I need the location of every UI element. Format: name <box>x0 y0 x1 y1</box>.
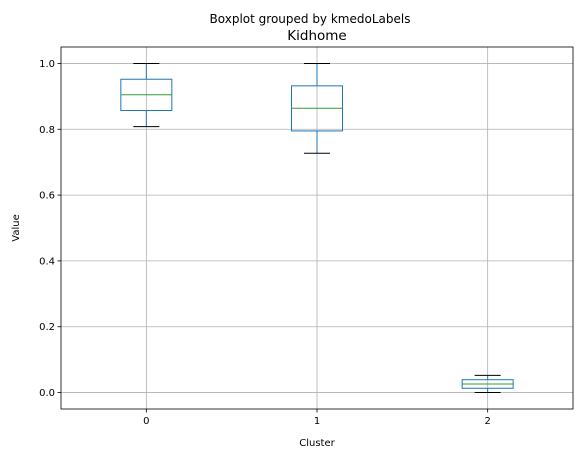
tick-layer: 0.0 0.2 0.4 0.6 0.8 1.0 0 1 2 <box>39 59 491 427</box>
y-axis-label: Value <box>11 214 22 241</box>
x-tick-label-2: 2 <box>484 416 490 427</box>
chart-title: Kidhome <box>287 28 346 44</box>
y-tick-label-1: 0.2 <box>39 322 55 333</box>
y-tick-label-4: 0.8 <box>39 125 55 136</box>
box-layer <box>120 62 514 394</box>
y-tick-label-2: 0.4 <box>39 256 55 267</box>
y-tick-label-3: 0.6 <box>39 191 55 202</box>
x-axis-label: Cluster <box>299 438 335 449</box>
y-tick-label-5: 1.0 <box>39 59 55 70</box>
grid-layer <box>61 47 573 409</box>
chart-suptitle: Boxplot grouped by kmedoLabels <box>210 12 411 26</box>
x-tick-label-0: 0 <box>143 416 149 427</box>
y-tick-label-0: 0.0 <box>39 388 55 399</box>
x-tick-label-1: 1 <box>314 416 320 427</box>
